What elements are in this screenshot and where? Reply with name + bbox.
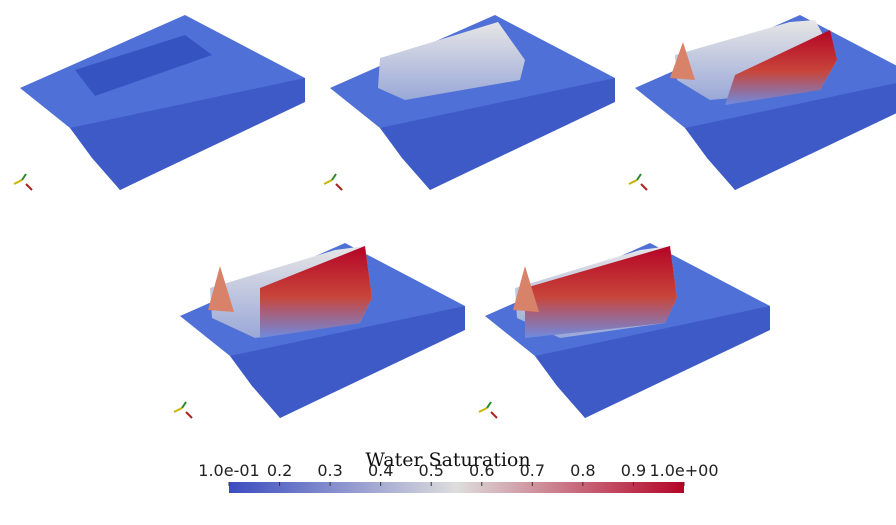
- block: [75, 35, 212, 96]
- axis-glyph: [13, 179, 23, 185]
- axis-glyph: [628, 179, 638, 185]
- plane-front: [230, 306, 465, 418]
- axis-glyph: [335, 183, 343, 191]
- axis-glyph: [636, 173, 642, 181]
- tick-label: 0.6: [469, 461, 494, 480]
- tick-label: 0.3: [317, 461, 342, 480]
- tick-label: 0.5: [418, 461, 443, 480]
- axis-glyph: [185, 411, 193, 419]
- tick-label: 1.0e+00: [649, 461, 718, 480]
- axis-glyph: [331, 173, 337, 181]
- axis-glyph: [25, 183, 33, 191]
- tick-label: 1.0e-01: [198, 461, 259, 480]
- tick-label: 0.8: [570, 461, 595, 480]
- plane-front: [380, 78, 615, 190]
- peak: [208, 266, 234, 312]
- axis-glyph: [486, 401, 492, 409]
- block: [378, 22, 525, 100]
- red-front: [725, 30, 837, 105]
- axis-glyph: [173, 407, 183, 413]
- colorbar-ticks: 1.0e-01 0.2 0.3 0.4 0.5 0.6 0.7 0.8 0.9 1.0e+00: [198, 461, 719, 486]
- peak: [670, 42, 695, 80]
- axis-glyph: [21, 173, 27, 181]
- tick-label: 0.9: [621, 461, 646, 480]
- peak: [513, 266, 539, 312]
- plane-front: [535, 306, 770, 418]
- tick-label: 0.2: [267, 461, 292, 480]
- axis-glyph: [478, 407, 488, 413]
- surface-panel: [323, 15, 615, 191]
- axis-glyph: [323, 179, 333, 185]
- colorbar-title: Water Saturation: [365, 449, 530, 471]
- red-front: [525, 246, 677, 338]
- surface-panel: [173, 243, 465, 419]
- plane-front: [70, 78, 305, 190]
- tick-label: 0.4: [368, 461, 393, 480]
- surface-panels: [13, 15, 896, 419]
- colorbar: [229, 482, 684, 493]
- axis-glyph: [181, 401, 187, 409]
- surface-panel: [628, 15, 896, 191]
- plane-front: [685, 83, 896, 190]
- axis-glyph: [490, 411, 498, 419]
- axis-glyph: [640, 183, 648, 191]
- red-front: [260, 246, 372, 338]
- surface-panel: [13, 15, 305, 191]
- surface-panel: [478, 243, 770, 419]
- tick-label: 0.7: [520, 461, 545, 480]
